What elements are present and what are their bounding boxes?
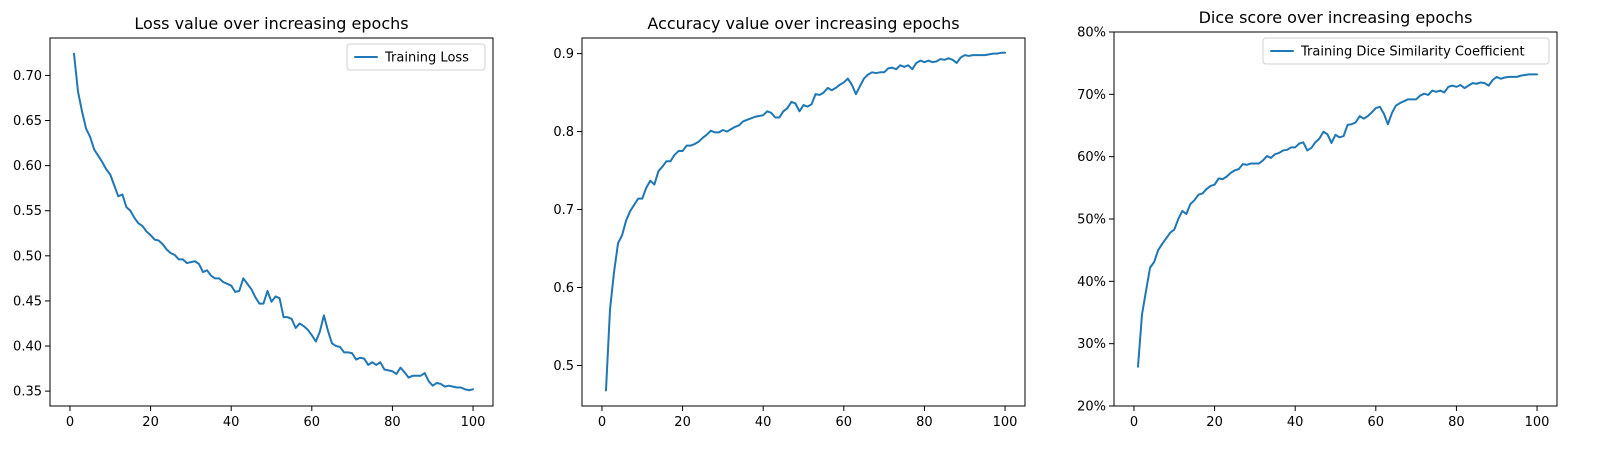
x-tick-label: 100 (461, 415, 486, 430)
y-tick-label: 0.5 (553, 359, 574, 374)
x-tick-label: 40 (1287, 415, 1304, 430)
x-tick-label: 100 (1525, 415, 1550, 430)
x-tick-label: 0 (1130, 415, 1138, 430)
x-tick-label: 20 (1206, 415, 1223, 430)
chart-title: Loss value over increasing epochs (134, 14, 408, 33)
legend-box (346, 43, 486, 71)
x-tick-label: 0 (598, 415, 606, 430)
y-tick-label: 0.9 (553, 47, 574, 62)
x-tick-label: 100 (993, 415, 1018, 430)
legend: Training Dice Similarity Coefficient (1262, 37, 1550, 65)
y-tick-label: 0.65 (13, 114, 42, 129)
y-tick-label: 70% (1077, 88, 1106, 103)
y-tick-label: 20% (1077, 400, 1106, 415)
chart-panel-3: Dice score over increasing epochs 0 20 40 60… (1077, 8, 1558, 430)
x-tick-label: 60 (304, 415, 321, 430)
legend-label: Training Dice Similarity Coefficient (1300, 45, 1525, 60)
chart-panel-2: Accuracy value over increasing epochs 0 20… (553, 14, 1026, 430)
series-line (72, 52, 475, 392)
y-tick-label: 0.60 (13, 159, 42, 174)
y-tick-label: 0.6 (553, 281, 574, 296)
y-tick-label: 40% (1077, 275, 1106, 290)
series-line (1136, 73, 1539, 368)
x-tick-label: 60 (836, 415, 853, 430)
legend-label: Training Loss (384, 51, 469, 66)
x-tick-label: 40 (223, 415, 240, 430)
y-tick-label: 0.8 (553, 125, 574, 140)
x-tick-label: 20 (142, 415, 159, 430)
axes-frame (1113, 31, 1558, 407)
y-tick-label: 0.50 (13, 249, 42, 264)
y-tick-label: 0.55 (13, 204, 42, 219)
y-tick-label: 60% (1077, 150, 1106, 165)
chart-title: Dice score over increasing epochs (1199, 8, 1473, 27)
series-line (604, 51, 1007, 392)
y-tick-label: 0.40 (13, 340, 42, 355)
y-tick-label: 50% (1077, 213, 1106, 228)
x-tick-label: 40 (755, 415, 772, 430)
y-tick-label: 0.7 (553, 203, 574, 218)
chart-panel-1: Loss value over increasing epochs 0 20 40 60… (13, 14, 494, 430)
x-tick-label: 20 (674, 415, 691, 430)
x-tick-label: 80 (1448, 415, 1465, 430)
x-tick-label: 0 (66, 415, 74, 430)
y-tick-label: 0.70 (13, 69, 42, 84)
y-tick-label: 0.35 (13, 385, 42, 400)
x-tick-label: 60 (1368, 415, 1385, 430)
x-tick-label: 80 (916, 415, 933, 430)
axes-frame (581, 37, 1026, 407)
legend-box (1262, 37, 1550, 65)
y-tick-label: 80% (1077, 26, 1106, 41)
chart-title: Accuracy value over increasing epochs (647, 14, 959, 33)
x-tick-label: 80 (384, 415, 401, 430)
y-tick-label: 0.45 (13, 294, 42, 309)
axes-frame (49, 37, 494, 407)
legend: Training Loss (346, 43, 486, 71)
y-tick-label: 30% (1077, 337, 1106, 352)
